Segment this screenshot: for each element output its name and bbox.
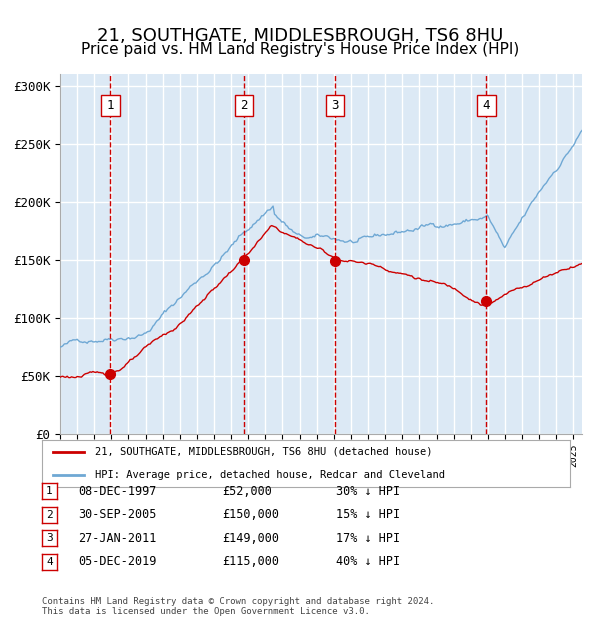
Text: 40% ↓ HPI: 40% ↓ HPI bbox=[336, 556, 400, 568]
Text: 3: 3 bbox=[46, 533, 53, 543]
Text: 1: 1 bbox=[106, 99, 114, 112]
Text: This data is licensed under the Open Government Licence v3.0.: This data is licensed under the Open Gov… bbox=[42, 607, 370, 616]
Text: 27-JAN-2011: 27-JAN-2011 bbox=[78, 532, 157, 544]
Text: Price paid vs. HM Land Registry's House Price Index (HPI): Price paid vs. HM Land Registry's House … bbox=[81, 42, 519, 57]
FancyBboxPatch shape bbox=[235, 95, 253, 116]
Text: 2: 2 bbox=[46, 510, 53, 520]
Text: £52,000: £52,000 bbox=[222, 485, 272, 497]
Text: 21, SOUTHGATE, MIDDLESBROUGH, TS6 8HU (detached house): 21, SOUTHGATE, MIDDLESBROUGH, TS6 8HU (d… bbox=[95, 447, 432, 457]
Text: 4: 4 bbox=[46, 557, 53, 567]
FancyBboxPatch shape bbox=[326, 95, 344, 116]
Text: 21, SOUTHGATE, MIDDLESBROUGH, TS6 8HU: 21, SOUTHGATE, MIDDLESBROUGH, TS6 8HU bbox=[97, 27, 503, 45]
Text: 2: 2 bbox=[240, 99, 248, 112]
Text: 1: 1 bbox=[46, 486, 53, 496]
FancyBboxPatch shape bbox=[477, 95, 496, 116]
Text: 05-DEC-2019: 05-DEC-2019 bbox=[78, 556, 157, 568]
Text: 17% ↓ HPI: 17% ↓ HPI bbox=[336, 532, 400, 544]
Text: 4: 4 bbox=[483, 99, 490, 112]
Text: HPI: Average price, detached house, Redcar and Cleveland: HPI: Average price, detached house, Redc… bbox=[95, 470, 445, 480]
Text: 30% ↓ HPI: 30% ↓ HPI bbox=[336, 485, 400, 497]
Text: Contains HM Land Registry data © Crown copyright and database right 2024.: Contains HM Land Registry data © Crown c… bbox=[42, 597, 434, 606]
FancyBboxPatch shape bbox=[101, 95, 119, 116]
Text: 15% ↓ HPI: 15% ↓ HPI bbox=[336, 508, 400, 521]
Text: 3: 3 bbox=[331, 99, 339, 112]
Text: 30-SEP-2005: 30-SEP-2005 bbox=[78, 508, 157, 521]
Text: £149,000: £149,000 bbox=[222, 532, 279, 544]
Text: 08-DEC-1997: 08-DEC-1997 bbox=[78, 485, 157, 497]
Text: £115,000: £115,000 bbox=[222, 556, 279, 568]
Text: £150,000: £150,000 bbox=[222, 508, 279, 521]
